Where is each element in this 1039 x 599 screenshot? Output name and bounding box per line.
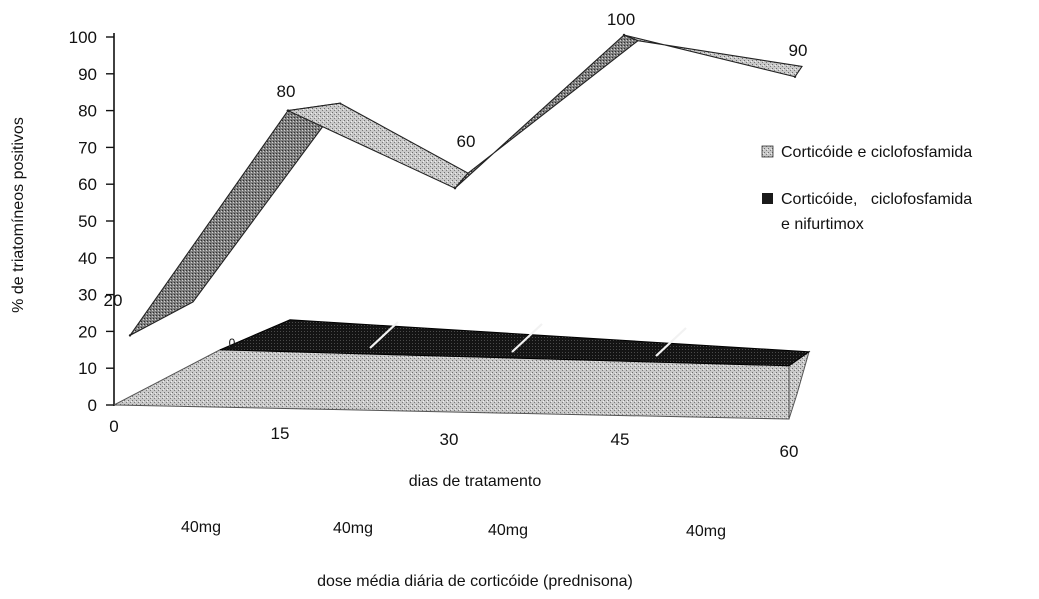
y-tick-label: 70 [78,138,97,157]
x-tick-label: 60 [780,442,799,461]
legend-item-1: Corticóide e ciclofosfamida [761,144,972,161]
x-tick-label: 0 [109,417,118,436]
series-1-point [453,187,457,190]
legend: Corticóide e ciclofosfamida Corticóide, … [761,144,972,233]
series-2-highlight [511,323,543,353]
dose-label-group: 40mg 40mg 40mg 40mg [181,519,726,540]
series-2-data-label: 0 [229,336,236,350]
y-tick-label: 0 [88,396,97,415]
series-1-data-label: 80 [277,82,296,101]
x-axis: 0 15 30 45 60 [109,417,798,461]
y-axis: 0 10 20 30 40 50 60 70 80 90 100 [69,28,115,415]
series-2-ribbon [113,319,811,420]
y-tick-label: 50 [78,212,97,231]
series-1-point [128,334,132,337]
series-2-top-band [219,319,811,367]
series-2-highlight [369,321,399,349]
y-tick-label: 20 [78,322,97,341]
series-1-segment [454,34,640,189]
x-tick-label: 45 [611,430,630,449]
x-tick-group: 0 15 30 45 60 [109,417,798,461]
y-tick-label: 10 [78,359,97,378]
dose-label: 40mg [686,523,726,540]
legend-swatch-2 [762,193,773,204]
y-tick-label: 40 [78,249,97,268]
series-1-point [286,109,290,112]
series-1-data-label: 60 [457,132,476,151]
value-label-group: 20 80 60 100 90 0 [104,10,808,350]
y-tick-label: 100 [69,28,97,47]
x-tick-label: 15 [271,424,290,443]
series-1-data-label: 90 [789,41,808,60]
legend-item-2: Corticóide, ciclofosfamida e nifurtimox [762,191,972,233]
y-tick-label: 80 [78,102,97,121]
y-tick-label: 30 [78,286,97,305]
y-tick-label: 90 [78,65,97,84]
y-axis-label: % de triatomíneos positivos [10,117,27,313]
dose-label: 40mg [488,522,528,539]
y-tick-label: 60 [78,175,97,194]
series-1-point [793,75,797,79]
series-1-segment [129,102,342,336]
y-tick-group: 0 10 20 30 40 50 60 70 80 90 100 [69,28,114,415]
dose-label: 40mg [333,520,373,537]
series-1-segment [286,102,469,189]
legend-label-2: Corticóide, ciclofosfamida e nifurtimox [781,191,972,233]
series-2-highlight [655,327,687,357]
series-1-segment [623,34,803,78]
legend-label-1: Corticóide e ciclofosfamida [781,144,972,161]
series-1-data-label: 100 [607,10,635,29]
series-1-point [622,33,626,37]
dose-label: 40mg [181,519,221,536]
dose-caption: dose média diária de corticóide (prednis… [317,573,633,590]
series-1-data-label: 20 [104,291,123,310]
legend-swatch-1 [761,145,774,158]
series-1-ribbon [128,33,803,337]
x-axis-label: dias de tratamento [409,473,542,490]
x-tick-label: 30 [440,430,459,449]
